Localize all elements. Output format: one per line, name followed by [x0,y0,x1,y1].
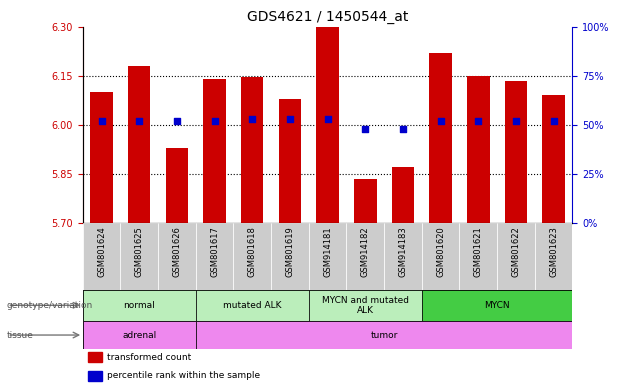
Point [322,116,333,122]
Bar [83,321,196,349]
Text: adrenal: adrenal [122,331,156,339]
Text: GSM801618: GSM801618 [247,226,257,277]
Text: GSM801623: GSM801623 [549,226,558,277]
Text: percentile rank within the sample: percentile rank within the sample [107,371,260,380]
Text: GSM801622: GSM801622 [511,226,520,277]
Bar [204,79,226,223]
Bar [316,27,339,223]
Bar [422,223,459,290]
Point [473,118,483,124]
Bar [196,223,233,290]
Text: GSM801619: GSM801619 [286,226,294,277]
Point [511,118,521,124]
Text: GSM914181: GSM914181 [323,226,332,277]
Bar [308,290,422,321]
Point [134,118,144,124]
Point [398,126,408,132]
Bar [535,223,572,290]
Point [172,118,182,124]
Bar [88,352,102,362]
Bar [308,223,347,290]
Bar [83,290,196,321]
Text: tissue: tissue [6,331,33,339]
Bar [196,321,572,349]
Title: GDS4621 / 1450544_at: GDS4621 / 1450544_at [247,10,408,25]
Bar [90,92,113,223]
Text: GSM801624: GSM801624 [97,226,106,277]
Bar [347,223,384,290]
Point [360,126,370,132]
Text: transformed count: transformed count [107,353,191,362]
Text: GSM801621: GSM801621 [474,226,483,277]
Bar [88,371,102,381]
Point [548,118,558,124]
Bar [120,223,158,290]
Bar [543,96,565,223]
Bar [384,223,422,290]
Bar [158,223,196,290]
Text: MYCN and mutated
ALK: MYCN and mutated ALK [322,296,409,315]
Point [247,116,258,122]
Bar [196,290,308,321]
Bar [422,290,572,321]
Point [209,118,219,124]
Text: genotype/variation: genotype/variation [6,301,93,310]
Text: GSM914183: GSM914183 [398,226,408,277]
Text: MYCN: MYCN [484,301,510,310]
Bar [241,78,263,223]
Bar [83,223,120,290]
Bar [128,66,151,223]
Text: normal: normal [123,301,155,310]
Bar [459,223,497,290]
Bar [467,76,490,223]
Bar [279,99,301,223]
Bar [497,223,535,290]
Text: GSM801625: GSM801625 [135,226,144,277]
Bar [429,53,452,223]
Text: GSM801626: GSM801626 [172,226,181,277]
Bar [271,223,308,290]
Bar [392,167,414,223]
Text: mutated ALK: mutated ALK [223,301,282,310]
Point [285,116,295,122]
Bar [165,148,188,223]
Text: GSM801617: GSM801617 [210,226,219,277]
Bar [233,223,271,290]
Point [97,118,107,124]
Text: tumor: tumor [370,331,398,339]
Bar [354,179,377,223]
Point [436,118,446,124]
Text: GSM914182: GSM914182 [361,226,370,277]
Text: GSM801620: GSM801620 [436,226,445,277]
Bar [504,81,527,223]
